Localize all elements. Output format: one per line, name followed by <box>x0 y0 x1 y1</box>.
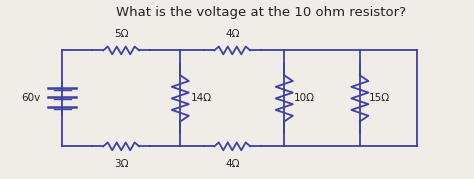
Text: 3Ω: 3Ω <box>114 159 128 169</box>
Text: 14Ω: 14Ω <box>191 93 212 103</box>
Text: 5Ω: 5Ω <box>114 29 128 39</box>
Text: 15Ω: 15Ω <box>368 93 390 103</box>
Text: What is the voltage at the 10 ohm resistor?: What is the voltage at the 10 ohm resist… <box>116 6 406 19</box>
Text: 4Ω: 4Ω <box>225 29 239 39</box>
Text: 4Ω: 4Ω <box>225 159 239 169</box>
Text: 60v: 60v <box>22 93 41 103</box>
Text: 10Ω: 10Ω <box>294 93 315 103</box>
